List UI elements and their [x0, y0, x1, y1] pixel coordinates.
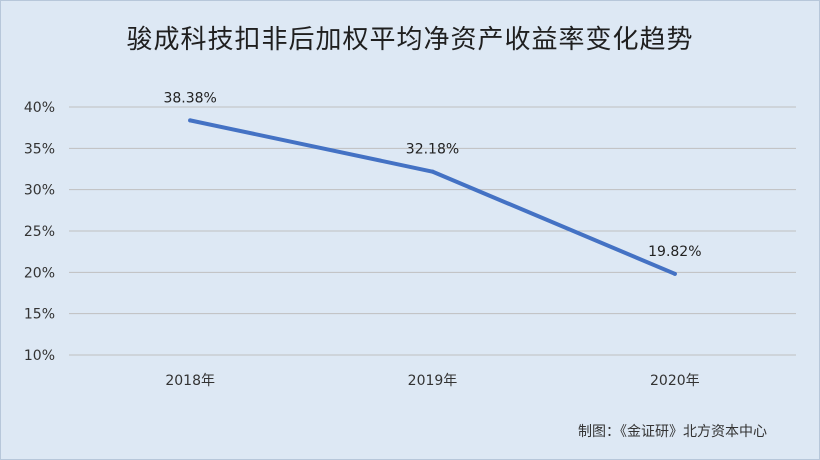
- y-tick-label: 40%: [24, 100, 55, 116]
- data-point: [430, 169, 435, 174]
- data-label: 19.82%: [648, 244, 701, 260]
- x-tick-label: 2018年: [165, 373, 215, 389]
- data-point: [188, 118, 193, 123]
- y-tick-label: 25%: [24, 224, 55, 240]
- x-axis: 2018年 2019年 2020年: [165, 373, 699, 389]
- series-group: 38.38% 32.18% 19.82%: [163, 90, 702, 276]
- x-tick-label: 2019年: [408, 373, 458, 389]
- y-axis: 10% 15% 20% 25% 30% 35% 40%: [24, 100, 55, 364]
- y-tick-label: 10%: [24, 348, 55, 364]
- source-note: 制图：《金证研》北方资本中心: [578, 424, 767, 440]
- data-label: 38.38%: [163, 90, 216, 106]
- data-point: [672, 271, 677, 276]
- y-tick-label: 15%: [24, 307, 55, 323]
- y-tick-label: 20%: [24, 265, 55, 281]
- y-tick-label: 35%: [24, 141, 55, 157]
- x-tick-label: 2020年: [650, 373, 700, 389]
- gridlines: [69, 106, 796, 356]
- data-label: 32.18%: [406, 142, 459, 158]
- chart-title: 骏成科技扣非后加权平均净资产收益率变化趋势: [126, 25, 694, 55]
- y-tick-label: 30%: [24, 183, 55, 199]
